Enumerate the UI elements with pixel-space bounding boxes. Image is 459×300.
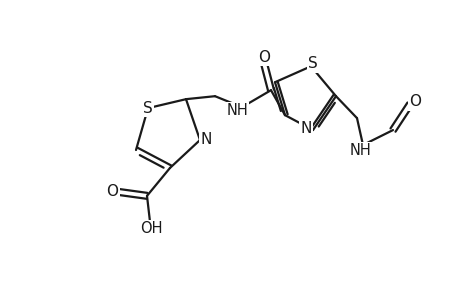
Text: S: S	[308, 56, 318, 71]
Text: N: N	[300, 121, 311, 136]
Text: O: O	[257, 50, 269, 65]
Text: O: O	[106, 184, 118, 200]
Text: S: S	[143, 100, 152, 116]
Text: O: O	[409, 94, 420, 110]
Text: N: N	[200, 132, 211, 147]
Text: OH: OH	[140, 221, 162, 236]
Text: NH: NH	[349, 143, 371, 158]
Text: NH: NH	[226, 103, 248, 118]
